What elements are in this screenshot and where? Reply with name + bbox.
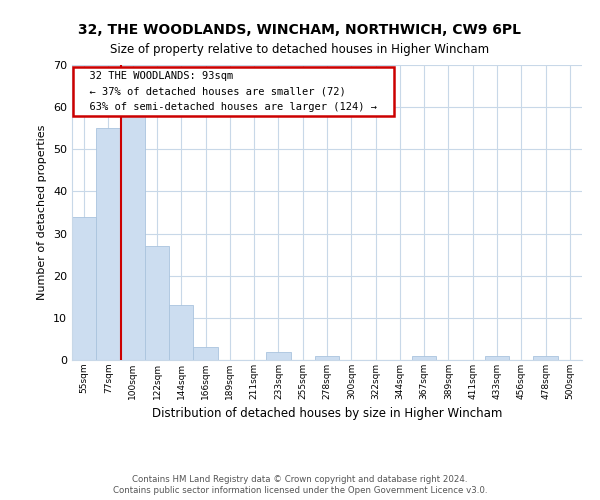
Bar <box>485 356 509 360</box>
Text: 32, THE WOODLANDS, WINCHAM, NORTHWICH, CW9 6PL: 32, THE WOODLANDS, WINCHAM, NORTHWICH, C… <box>79 22 521 36</box>
Bar <box>121 116 145 360</box>
Bar <box>72 216 96 360</box>
Bar <box>533 356 558 360</box>
Y-axis label: Number of detached properties: Number of detached properties <box>37 125 47 300</box>
Text: Contains public sector information licensed under the Open Government Licence v3: Contains public sector information licen… <box>113 486 487 495</box>
Bar <box>145 246 169 360</box>
Bar <box>266 352 290 360</box>
Text: Contains HM Land Registry data © Crown copyright and database right 2024.: Contains HM Land Registry data © Crown c… <box>132 475 468 484</box>
Bar <box>315 356 339 360</box>
Bar <box>96 128 121 360</box>
Bar <box>169 305 193 360</box>
Text: 32 THE WOODLANDS: 93sqm  
  ← 37% of detached houses are smaller (72)  
  63% of: 32 THE WOODLANDS: 93sqm ← 37% of detache… <box>77 71 389 112</box>
Text: Size of property relative to detached houses in Higher Wincham: Size of property relative to detached ho… <box>110 42 490 56</box>
Bar <box>412 356 436 360</box>
X-axis label: Distribution of detached houses by size in Higher Wincham: Distribution of detached houses by size … <box>152 408 502 420</box>
Bar <box>193 348 218 360</box>
